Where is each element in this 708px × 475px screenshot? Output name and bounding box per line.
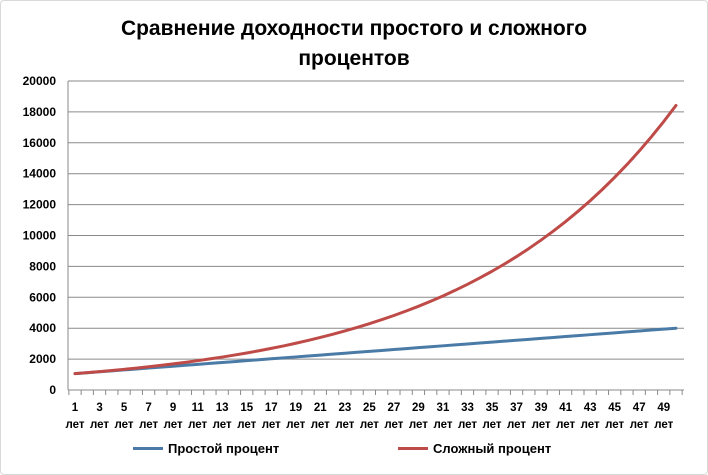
x-tick-unit-label: лет	[384, 419, 403, 431]
y-tick-label: 0	[49, 383, 56, 397]
y-tick-label: 18000	[23, 105, 57, 119]
x-tick-unit-label: лет	[532, 419, 551, 431]
x-tick-label: 25	[363, 402, 376, 414]
legend-item-simple: Простой процент	[133, 441, 279, 456]
x-tick-label: 49	[657, 402, 670, 414]
x-tick-unit-label: лет	[65, 419, 84, 431]
x-tick-label: 43	[584, 402, 597, 414]
x-tick-label: 33	[461, 402, 474, 414]
x-tick-label: 21	[314, 402, 327, 414]
x-tick-unit-label: лет	[237, 419, 256, 431]
y-tick-label: 14000	[23, 167, 57, 181]
y-tick-label: 4000	[29, 321, 56, 335]
x-tick-label: 17	[265, 402, 278, 414]
x-tick-label: 23	[338, 402, 351, 414]
x-tick-label: 19	[289, 402, 302, 414]
x-tick-label: 27	[387, 402, 400, 414]
series-line-compound	[73, 103, 678, 376]
x-tick-unit-label: лет	[507, 419, 526, 431]
y-tick-label: 20000	[23, 74, 57, 88]
x-tick-label: 47	[633, 402, 646, 414]
x-tick-label: 37	[510, 402, 523, 414]
x-tick-label: 1	[72, 402, 79, 414]
x-tick-label: 7	[145, 402, 151, 414]
x-tick-unit-label: лет	[433, 419, 452, 431]
x-tick-label: 11	[192, 402, 205, 414]
x-tick-unit-label: лет	[188, 419, 207, 431]
series-line-simple	[73, 326, 678, 376]
x-tick-unit-label: лет	[654, 419, 673, 431]
x-tick-unit-label: лет	[458, 419, 477, 431]
x-tick-label: 3	[96, 402, 102, 414]
legend-item-compound: Сложный процент	[398, 441, 551, 456]
chart-title-line-2: процентов	[298, 47, 410, 70]
x-tick-unit-label: лет	[90, 419, 109, 431]
x-tick-label: 13	[216, 402, 229, 414]
legend-label-compound: Сложный процент	[433, 441, 552, 456]
x-tick-label: 15	[240, 402, 253, 414]
x-tick-unit-label: лет	[311, 419, 330, 431]
x-tick-label: 5	[121, 402, 128, 414]
x-tick-label: 31	[437, 402, 450, 414]
x-tick-unit-label: лет	[605, 419, 624, 431]
x-tick-unit-label: лет	[164, 419, 183, 431]
x-tick-unit-label: лет	[630, 419, 649, 431]
x-tick-unit-label: лет	[581, 419, 600, 431]
x-tick-unit-label: лет	[335, 419, 354, 431]
y-tick-label: 16000	[23, 136, 57, 150]
x-tick-label: 29	[412, 402, 425, 414]
x-tick-unit-label: лет	[409, 419, 428, 431]
x-tick-unit-label: лет	[139, 419, 158, 431]
y-tick-label: 6000	[29, 290, 56, 304]
x-tick-unit-label: лет	[556, 419, 575, 431]
y-tick-label: 8000	[29, 259, 56, 273]
y-tick-label: 12000	[23, 198, 57, 212]
x-tick-label: 45	[608, 402, 621, 414]
chart-title: Сравнение доходности простого и сложного…	[0, 14, 708, 74]
x-tick-label: 9	[170, 402, 176, 414]
x-tick-unit-label: лет	[115, 419, 134, 431]
x-tick-label: 41	[559, 402, 572, 414]
x-tick-unit-label: лет	[483, 419, 502, 431]
x-tick-unit-label: лет	[213, 419, 232, 431]
y-tick-label: 10000	[23, 229, 57, 243]
x-tick-label: 35	[486, 402, 499, 414]
legend-swatch-compound	[398, 447, 428, 450]
x-tick-unit-label: лет	[360, 419, 379, 431]
x-tick-label: 39	[535, 402, 548, 414]
chart-title-line-1: Сравнение доходности простого и сложного	[120, 17, 588, 40]
x-tick-unit-label: лет	[262, 419, 281, 431]
y-tick-label: 2000	[29, 352, 56, 366]
legend-label-simple: Простой процент	[168, 441, 280, 456]
chart-legend: Простой процент Сложный процент	[0, 441, 708, 463]
x-tick-unit-label: лет	[286, 419, 305, 431]
legend-swatch-simple	[133, 447, 163, 450]
